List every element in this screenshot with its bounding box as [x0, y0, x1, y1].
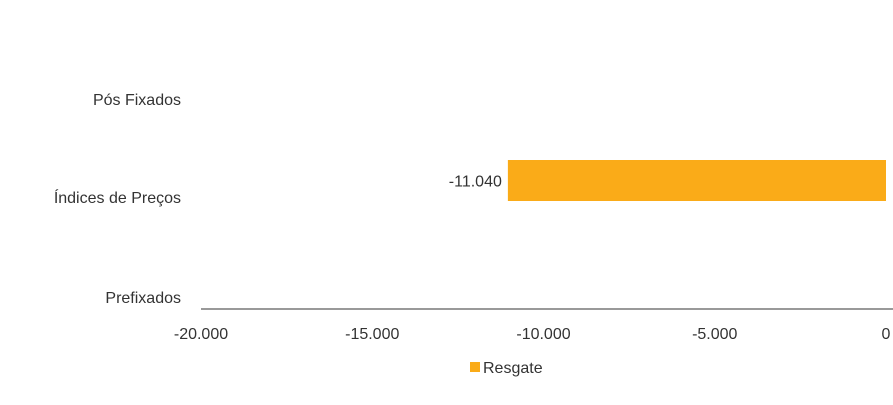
x-tick-labels: -20.000 -15.000 -10.000 -5.000 0: [174, 326, 891, 343]
x-tick-label: -15.000: [345, 326, 399, 343]
x-tick-label: -10.000: [516, 326, 570, 343]
legend-label-resgate: Resgate: [483, 360, 543, 377]
category-label: Prefixados: [105, 290, 181, 307]
x-tick-label: -5.000: [692, 326, 737, 343]
legend-swatch-resgate: [470, 362, 480, 372]
category-label: Pós Fixados: [93, 92, 181, 109]
legend: Resgate: [470, 360, 543, 377]
x-tick-label: 0: [882, 326, 891, 343]
x-tick-label: -20.000: [174, 326, 228, 343]
bar-resgate: [507, 160, 886, 201]
bars: [507, 160, 886, 201]
data-labels: -11.040: [449, 174, 502, 191]
data-label: -11.040: [449, 174, 502, 191]
category-label: Índices de Preços: [54, 188, 181, 207]
category-labels: Pós Fixados Índices de Preços Prefixados: [54, 92, 181, 307]
